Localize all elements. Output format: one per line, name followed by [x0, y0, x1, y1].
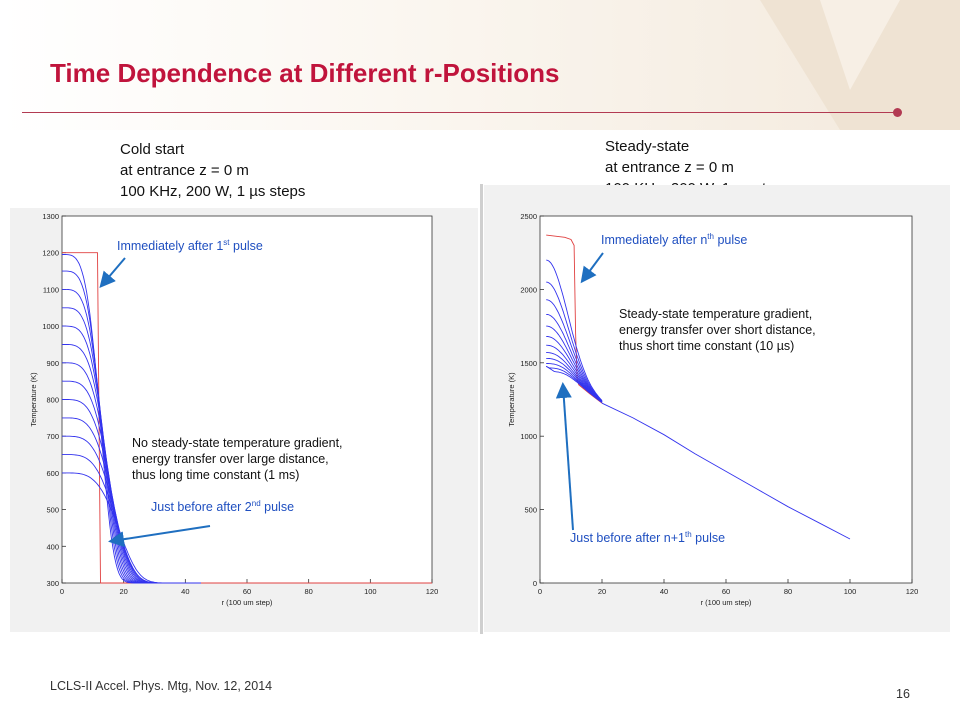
panel-separator	[480, 184, 483, 634]
y-tick-label: 2500	[520, 212, 537, 221]
arrow-left-bottom	[108, 525, 211, 548]
left-note: No steady-state temperature gradient, en…	[132, 435, 343, 483]
right-caption-line: at entrance z = 0 m	[605, 159, 734, 176]
arrow-right-top	[580, 252, 604, 284]
y-tick-label: 300	[46, 579, 59, 588]
x-tick-label: 40	[660, 587, 668, 596]
y-tick-label: 1100	[43, 285, 59, 294]
page-number: 16	[896, 687, 910, 701]
y-tick-label: 1000	[42, 322, 59, 331]
left-note-line: energy transfer over large distance,	[132, 452, 329, 466]
x-tick-label: 20	[598, 587, 606, 596]
series-decay-line	[545, 365, 603, 403]
x-tick-label: 60	[722, 587, 730, 596]
x-tick-label: 120	[906, 587, 919, 596]
y-axis-label: Temperature (K)	[29, 372, 38, 427]
left-caption-line: Cold start	[120, 141, 185, 158]
series-decay-line	[546, 281, 603, 402]
series-pulse-line	[546, 234, 603, 404]
y-tick-label: 1300	[42, 212, 59, 221]
left-caption-line: 100 KHz, 200 W, 1 µs steps	[120, 183, 306, 200]
y-tick-label: 500	[524, 506, 537, 515]
y-tick-label: 2000	[520, 285, 537, 294]
series-decay-line	[546, 299, 603, 402]
right-label-before-next-pulse: Just before after n+1th pulse	[570, 530, 726, 546]
y-tick-label: 1200	[42, 249, 59, 258]
right-note-line: energy transfer over short distance,	[619, 323, 816, 337]
x-tick-label: 80	[304, 587, 312, 596]
left-caption: Cold start at entrance z = 0 m 100 KHz, …	[120, 139, 305, 202]
x-axis-label: r (100 um step)	[222, 598, 273, 607]
y-tick-label: 600	[46, 469, 59, 478]
y-tick-label: 500	[46, 506, 59, 515]
right-note-line: Steady-state temperature gradient,	[619, 307, 813, 321]
series-decay-line	[546, 313, 603, 402]
x-axis-label: r (100 um step)	[701, 598, 752, 607]
right-note: Steady-state temperature gradient, energ…	[619, 306, 816, 354]
x-tick-label: 100	[844, 587, 857, 596]
header-decoration	[760, 0, 960, 130]
series-decay-line	[62, 472, 201, 584]
x-tick-label: 0	[538, 587, 542, 596]
right-note-line: thus short time constant (10 µs)	[619, 339, 795, 353]
left-label-before-second-pulse: Just before after 2nd pulse	[151, 499, 295, 515]
right-caption-line: Steady-state	[605, 138, 690, 155]
y-axis-label: Temperature (K)	[507, 372, 516, 427]
y-tick-label: 400	[46, 542, 59, 551]
x-tick-label: 20	[119, 587, 127, 596]
arrow-right-bottom	[555, 382, 574, 531]
plot-area	[61, 215, 433, 584]
x-tick-label: 0	[60, 587, 64, 596]
y-tick-label: 700	[46, 432, 59, 441]
slide-title: Time Dependence at Different r-Positions	[50, 58, 560, 88]
series-decay-line	[601, 402, 851, 540]
left-note-line: No steady-state temperature gradient,	[132, 436, 343, 450]
left-note-line: thus long time constant (1 ms)	[132, 468, 300, 482]
arrow-left-top	[99, 257, 126, 289]
left-label-after-first-pulse: Immediately after 1st pulse	[117, 238, 263, 254]
y-tick-label: 0	[533, 579, 537, 588]
y-tick-label: 800	[46, 396, 59, 405]
x-tick-label: 100	[364, 587, 377, 596]
plot-area	[539, 215, 913, 584]
x-tick-label: 40	[181, 587, 189, 596]
x-tick-label: 80	[784, 587, 792, 596]
y-tick-label: 1500	[520, 359, 537, 368]
y-tick-label: 1000	[520, 432, 537, 441]
right-label-after-nth-pulse: Immediately after nth pulse	[601, 232, 748, 248]
x-tick-label: 120	[426, 587, 439, 596]
left-caption-line: at entrance z = 0 m	[120, 162, 249, 179]
title-underline-dot	[893, 108, 902, 117]
y-tick-label: 900	[46, 359, 59, 368]
x-tick-label: 60	[243, 587, 251, 596]
series-decay-line	[546, 259, 603, 401]
title-underline	[22, 112, 898, 113]
footer-text: LCLS-II Accel. Phys. Mtg, Nov. 12, 2014	[50, 679, 273, 693]
